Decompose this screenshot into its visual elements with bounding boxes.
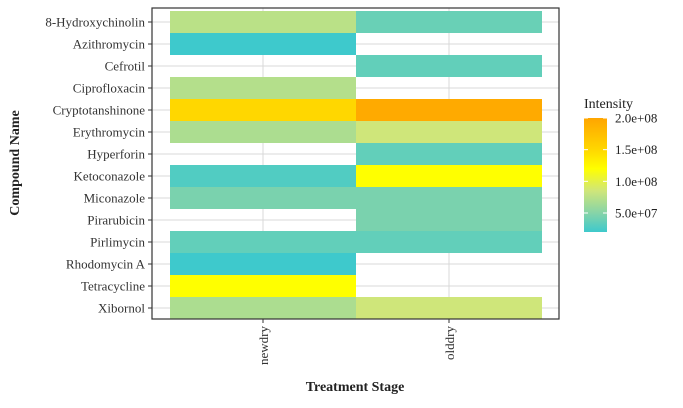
color-legend: Intensity 2.0e+08 1.5e+08 1.0e+08 5.0e+07	[584, 97, 658, 232]
heatmap-cells	[170, 11, 542, 319]
y-tick-label: Pirarubicin	[87, 213, 145, 228]
x-tick-label: olddry	[442, 326, 457, 360]
heatmap-cell	[170, 11, 356, 33]
heatmap-cell	[170, 77, 356, 99]
heatmap-cell	[170, 231, 356, 253]
y-axis-title: Compound Name	[8, 110, 23, 215]
heatmap-cell	[170, 165, 356, 187]
legend-colorbar	[584, 118, 607, 232]
y-tick-label: 8-Hydroxychinolin	[45, 15, 145, 30]
heatmap-cell	[356, 143, 542, 165]
legend-tick-label: 2.0e+08	[615, 111, 657, 126]
x-axis-ticks: newdry olddry	[256, 319, 457, 365]
y-tick-label: Ketoconazole	[74, 169, 146, 184]
heatmap-cell	[170, 33, 356, 55]
y-tick-label: Xibornol	[98, 301, 145, 316]
legend-tick-label: 1.5e+08	[615, 142, 657, 157]
heatmap-cell	[356, 231, 542, 253]
legend-ticks: 2.0e+08 1.5e+08 1.0e+08 5.0e+07	[584, 111, 658, 221]
y-tick-label: Tetracycline	[81, 279, 145, 294]
heatmap-cell	[170, 99, 356, 121]
heatmap-cell	[356, 297, 542, 319]
heatmap-cell	[356, 187, 542, 209]
heatmap-cell	[170, 187, 356, 209]
y-tick-label: Ciprofloxacin	[73, 81, 146, 96]
heatmap-cell	[356, 55, 542, 77]
heatmap-cell	[356, 99, 542, 121]
y-tick-label: Erythromycin	[73, 125, 146, 140]
y-tick-label: Miconazole	[84, 191, 146, 206]
heatmap-cell	[170, 275, 356, 297]
legend-tick-label: 1.0e+08	[615, 174, 657, 189]
heatmap-cell	[170, 121, 356, 143]
y-tick-label: Hyperforin	[87, 147, 145, 162]
y-tick-label: Azithromycin	[73, 37, 146, 52]
y-tick-label: Pirlimycin	[90, 235, 145, 250]
heatmap-cell	[170, 253, 356, 275]
heatmap-cell	[356, 121, 542, 143]
y-tick-label: Rhodomycin A	[66, 257, 146, 272]
heatmap-cell	[356, 11, 542, 33]
heatmap-cell	[356, 165, 542, 187]
x-axis-title: Treatment Stage	[306, 380, 405, 395]
legend-title: Intensity	[584, 97, 633, 112]
plot-border	[151, 7, 560, 320]
y-tick-label: Cryptotanshinone	[53, 103, 146, 118]
x-tick-label: newdry	[256, 326, 271, 365]
heatmap-cell	[170, 297, 356, 319]
y-tick-label: Cefrotil	[105, 59, 146, 74]
y-axis-ticks: 8-Hydroxychinolin Azithromycin Cefrotil Cip…	[45, 15, 152, 316]
legend-tick-label: 5.0e+07	[615, 206, 658, 221]
heatmap-cell	[356, 209, 542, 231]
